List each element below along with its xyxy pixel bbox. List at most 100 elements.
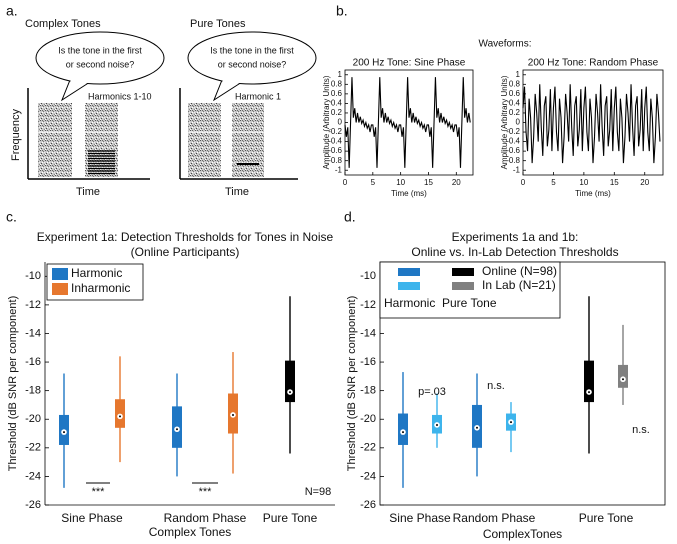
axis-label: Time — [76, 186, 100, 198]
legend-swatch — [398, 282, 420, 290]
y-tick-label: -0.6 — [328, 146, 342, 155]
chart-title: (Online Participants) — [131, 245, 240, 259]
box — [115, 399, 125, 428]
median-dot — [63, 431, 65, 434]
y-tick-label: -12 — [360, 299, 376, 311]
bubble-tail-fill — [216, 80, 241, 97]
y-tick-label: -0.4 — [328, 137, 342, 146]
schematic-title: Complex Tones — [25, 18, 101, 30]
x-tick-label: 5 — [371, 178, 376, 187]
legend-swatch — [452, 282, 474, 290]
y-tick-label: -20 — [360, 413, 376, 425]
y-tick-label: -22 — [25, 442, 41, 454]
median-dot — [232, 413, 234, 416]
y-tick-label: 0 — [338, 118, 343, 127]
legend-swatch — [398, 268, 420, 276]
y-tick-label: -0.2 — [328, 127, 342, 136]
y-tick-label: -26 — [25, 499, 41, 511]
y-tick-label: 0.4 — [331, 99, 343, 108]
noise — [38, 103, 72, 177]
y-tick-label: -16 — [25, 356, 41, 368]
legend-label: In Lab (N=21) — [482, 278, 556, 292]
x-tick-label: 15 — [424, 178, 433, 187]
y-tick-label: -14 — [360, 327, 376, 339]
y-axis-label: Amplitude (Arbitrary Units) — [500, 75, 509, 169]
chart-title: 200 Hz Tone: Sine Phase — [353, 58, 466, 69]
annotation: N=98 — [305, 486, 332, 498]
median-dot — [119, 415, 121, 418]
legend-label: Harmonic — [71, 266, 122, 280]
harmonic-label: Harmonics 1-10 — [88, 91, 152, 101]
legend-label: Harmonic — [384, 296, 435, 310]
annotation: p=.03 — [418, 386, 446, 398]
y-tick-label: -0.4 — [506, 137, 520, 146]
y-tick-label: -18 — [360, 385, 376, 397]
y-tick-label: 0.2 — [509, 108, 521, 117]
annotation: *** — [92, 486, 106, 498]
x-axis-label: Time (ms) — [575, 189, 611, 198]
x-tick-label: Pure Tone — [579, 511, 634, 525]
panel-label: c. — [6, 209, 17, 225]
y-tick-label: -16 — [360, 356, 376, 368]
x-tick-label: 0 — [521, 178, 526, 187]
y-tick-label: 1 — [516, 70, 521, 79]
panel-label: a. — [6, 3, 18, 19]
y-tick-label: -0.2 — [506, 127, 520, 136]
median-dot — [402, 431, 404, 434]
panel-label: d. — [344, 209, 356, 225]
waveforms-title: Waveforms: — [479, 39, 532, 50]
y-tick-label: -22 — [360, 442, 376, 454]
y-tick-label: 0.8 — [331, 79, 343, 88]
box — [618, 364, 628, 388]
speech-bubble — [187, 31, 317, 85]
x-tick-label: 20 — [640, 178, 649, 187]
y-axis-label: Amplitude (Arbitrary Units) — [322, 75, 331, 169]
axis-label: Frequency — [10, 109, 22, 161]
x-tick-label: Random Phase — [164, 511, 247, 525]
y-tick-label: -0.6 — [506, 146, 520, 155]
y-tick-label: -0.8 — [328, 156, 342, 165]
x-tick-label: 5 — [551, 178, 556, 187]
box — [285, 360, 295, 403]
panel-label: b. — [336, 3, 348, 19]
y-tick-label: -20 — [25, 413, 41, 425]
y-tick-label: 0.6 — [331, 89, 343, 98]
question: Is the tone in the first — [58, 45, 142, 55]
noise — [232, 103, 264, 177]
median-dot — [176, 428, 178, 431]
x-tick-label: 20 — [452, 178, 461, 187]
y-tick-label: 0.6 — [509, 89, 521, 98]
median-dot — [476, 426, 478, 429]
waveform — [344, 77, 471, 168]
speech-bubble — [35, 31, 165, 85]
y-tick-label: 0.2 — [331, 108, 343, 117]
y-axis-label: Threshold (dB SNR per component) — [346, 296, 358, 471]
harmonic-label: Harmonic 1 — [235, 91, 281, 101]
schematic-complex: Complex Tones Is the tone in the first o… — [10, 18, 165, 198]
y-tick-label: -24 — [25, 470, 41, 482]
noise — [188, 103, 221, 177]
plot-frame — [344, 69, 474, 176]
schematic-pure: Pure Tones Is the tone in the first or s… — [179, 18, 317, 198]
legend-swatch — [452, 268, 474, 276]
chart-title: Online vs. In-Lab Detection Thresholds — [411, 245, 618, 259]
legend-label: Online (N=98) — [482, 264, 557, 278]
y-axis-label: Threshold (dB SNR per component) — [7, 296, 19, 471]
median-dot — [436, 423, 438, 426]
y-tick-label: -18 — [25, 385, 41, 397]
y-tick-label: 0.4 — [509, 99, 521, 108]
x-tick-label: 10 — [579, 178, 588, 187]
noise — [85, 103, 118, 177]
y-tick-label: -14 — [25, 327, 41, 339]
median-dot — [622, 378, 624, 381]
y-tick-label: -24 — [360, 470, 376, 482]
y-tick-label: -1 — [335, 165, 343, 174]
annotation: n.s. — [487, 380, 505, 392]
y-tick-label: -12 — [25, 299, 41, 311]
y-tick-label: -1 — [513, 165, 521, 174]
x-tick-label: 15 — [610, 178, 619, 187]
question: Is the tone in the first — [210, 45, 294, 55]
question: or second noise? — [66, 59, 135, 69]
y-tick-label: -0.8 — [506, 156, 520, 165]
